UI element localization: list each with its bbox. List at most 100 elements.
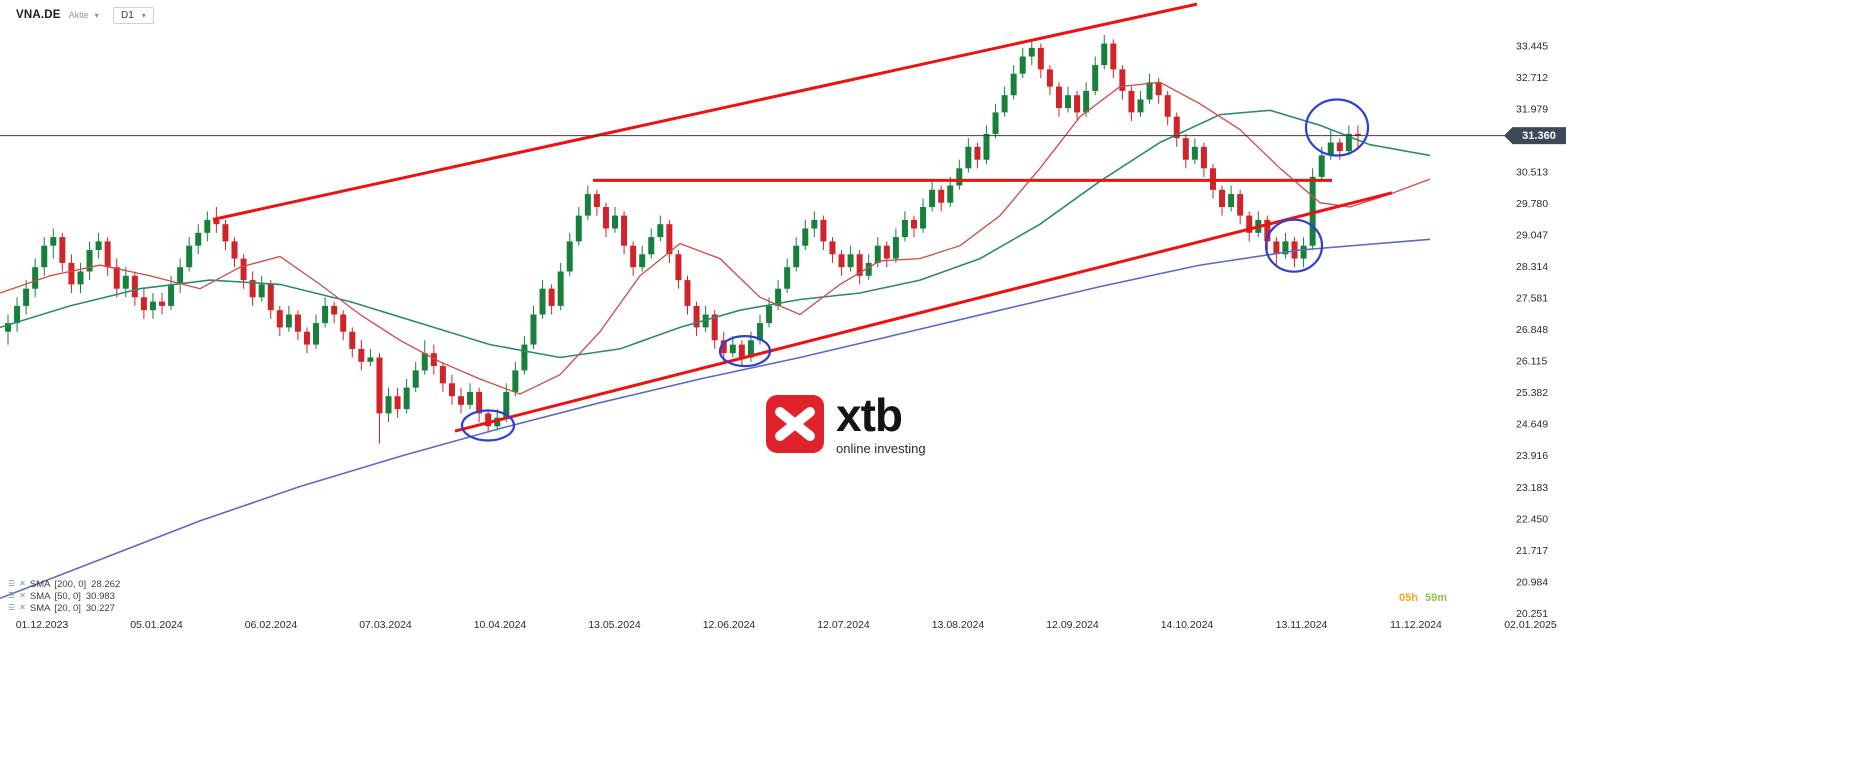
- price-tick-label: 28.314: [1516, 261, 1548, 273]
- candle-body: [322, 305, 329, 324]
- indicator-remove-icon[interactable]: ✕: [19, 603, 26, 612]
- candle-body: [394, 396, 401, 410]
- highlight-circle[interactable]: [1264, 218, 1324, 273]
- candle-countdown: 05h 59m: [1399, 592, 1447, 604]
- price-tick-label: 27.581: [1516, 293, 1548, 305]
- candle-body: [186, 245, 193, 268]
- candle-body: [593, 194, 600, 207]
- candle-body: [267, 284, 274, 311]
- price-tick-label: 23.916: [1516, 450, 1548, 462]
- indicator-legend: ☰ ✕ SMA [200, 0] 28.262 ☰ ✕ SMA [50, 0] 30.9…: [8, 578, 120, 614]
- candle-body: [1309, 176, 1316, 246]
- candle-body: [1191, 146, 1198, 160]
- date-tick-label: 07.03.2024: [359, 619, 412, 631]
- candle-body: [86, 250, 93, 272]
- candle-body: [612, 215, 619, 229]
- price-tick-label: 25.382: [1516, 387, 1548, 399]
- countdown-minutes: 59m: [1425, 592, 1448, 604]
- price-tick-label: 32.712: [1516, 72, 1548, 84]
- candle-body: [1327, 142, 1334, 156]
- price-tick-label: 26.115: [1516, 356, 1547, 368]
- candle-body: [104, 241, 111, 268]
- sma-200-line[interactable]: [0, 238, 1431, 600]
- candle-body: [113, 267, 120, 289]
- candle-body: [874, 245, 881, 263]
- candle-body: [77, 271, 84, 285]
- candle-body: [602, 207, 609, 229]
- price-tick-label: 21.717: [1516, 545, 1548, 557]
- sma-20-line[interactable]: [0, 81, 1431, 395]
- date-tick-label: 12.09.2024: [1046, 619, 1099, 631]
- indicator-remove-icon[interactable]: ✕: [19, 591, 26, 600]
- candle-body: [403, 387, 410, 410]
- candle-body: [512, 370, 519, 392]
- candle-body: [929, 189, 936, 207]
- candle-body: [575, 215, 582, 242]
- candle-body: [892, 237, 899, 259]
- candle-body: [1246, 215, 1253, 233]
- legend-row-sma20: ☰ ✕ SMA [20, 0] 30.227: [8, 602, 120, 614]
- candle-body: [32, 267, 39, 289]
- chevron-down-icon: ▾: [141, 11, 146, 20]
- candle-body: [1164, 95, 1171, 117]
- date-tick-label: 14.10.2024: [1161, 619, 1214, 631]
- price-axis[interactable]: 33.445 32.712 31.979 30.513 29.780 29.047 28.3…: [1516, 41, 1548, 620]
- candle-body: [467, 391, 474, 405]
- candle-body: [1354, 133, 1361, 136]
- indicator-label: SMA [20, 0] 30.227: [29, 602, 115, 614]
- instrument-type-label: Aktie: [68, 10, 89, 20]
- date-tick-label: 10.04.2024: [474, 619, 527, 631]
- candle-body: [448, 383, 455, 397]
- price-tick-label: 20.251: [1516, 608, 1548, 620]
- candle-body: [59, 237, 66, 263]
- candle-body: [376, 357, 383, 414]
- candle-body: [756, 323, 763, 341]
- candle-body: [95, 241, 102, 250]
- candle-body: [974, 146, 981, 160]
- symbol-label: VNA.DE: [16, 9, 61, 21]
- price-tick-label: 30.513: [1516, 167, 1548, 179]
- highlight-circle[interactable]: [718, 335, 772, 368]
- sma-50-line[interactable]: [0, 109, 1431, 359]
- candle-body: [385, 396, 392, 414]
- highlight-circle[interactable]: [1304, 98, 1370, 157]
- date-tick-label: 05.01.2024: [130, 619, 183, 631]
- candle-body: [1046, 69, 1053, 87]
- indicator-settings-icon[interactable]: ☰: [8, 579, 16, 588]
- symbol-selector[interactable]: VNA.DE Aktie ▾: [16, 9, 99, 21]
- trendline-upper-channel[interactable]: [212, 2, 1198, 221]
- xtb-brand-text: xtb: [836, 389, 903, 441]
- indicator-settings-icon[interactable]: ☰: [8, 603, 16, 612]
- candle-body: [122, 275, 129, 289]
- candle-body: [802, 228, 809, 246]
- trendline-lower-channel[interactable]: [454, 191, 1393, 433]
- time-axis[interactable]: 01.12.2023 05.01.2024 06.02.2024 07.03.2024…: [16, 619, 1557, 631]
- candle-body: [811, 219, 818, 229]
- timeframe-label: D1: [121, 10, 134, 21]
- candle-body: [421, 353, 428, 371]
- candle-body: [204, 219, 211, 233]
- candle-body: [331, 305, 338, 315]
- candle-body: [1173, 116, 1180, 139]
- date-tick-label: 01.12.2023: [16, 619, 69, 631]
- candle-body: [584, 194, 591, 216]
- candle-body: [666, 224, 673, 255]
- candle-body: [1237, 194, 1244, 216]
- indicator-remove-icon[interactable]: ✕: [19, 579, 26, 588]
- highlight-circle[interactable]: [460, 409, 516, 442]
- candle-body: [294, 314, 301, 332]
- price-tick-label: 26.848: [1516, 324, 1548, 336]
- candle-body: [1019, 56, 1026, 74]
- candle-body: [276, 310, 283, 328]
- indicator-settings-icon[interactable]: ☰: [8, 591, 16, 600]
- candle-body: [1228, 194, 1235, 207]
- timeframe-selector[interactable]: D1 ▾: [113, 7, 154, 24]
- price-tick-label: 33.445: [1516, 41, 1548, 53]
- candle-body: [1200, 146, 1207, 169]
- candle-body: [720, 340, 727, 354]
- candle-body: [883, 245, 890, 259]
- candle-body: [1001, 95, 1008, 113]
- date-tick-label: 11.12.2024: [1390, 619, 1442, 631]
- candle-body: [313, 323, 320, 345]
